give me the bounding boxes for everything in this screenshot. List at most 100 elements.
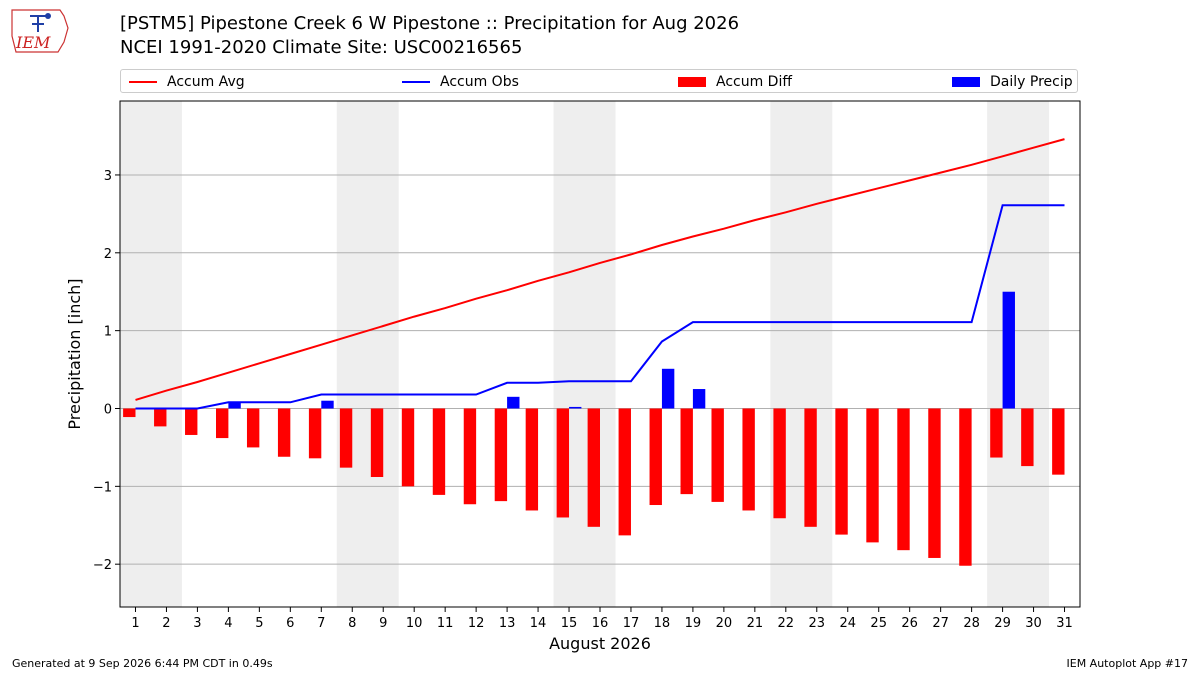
daily-precip-bar <box>692 389 706 409</box>
x-tick-label: 16 <box>592 616 609 631</box>
x-tick-label: 5 <box>255 616 263 631</box>
plot-frame <box>119 100 1081 608</box>
x-tick-label: 15 <box>561 616 578 631</box>
accum-diff-bar <box>711 408 724 502</box>
accum-diff-bar <box>649 408 662 506</box>
legend-swatch-accum-obs <box>402 81 430 83</box>
accum-obs-line <box>135 204 1065 410</box>
y-tick-label: 1 <box>104 325 112 340</box>
x-tick-label: 11 <box>437 616 454 631</box>
x-tick-label: 26 <box>901 616 918 631</box>
x-tick-label: 4 <box>224 616 232 631</box>
x-tick-label: 22 <box>778 616 795 631</box>
legend-label-accum-obs: Accum Obs <box>440 74 519 90</box>
legend-label-accum-diff: Accum Diff <box>716 74 793 90</box>
y-tick-label: 2 <box>104 247 112 262</box>
x-tick-label: 10 <box>406 616 423 631</box>
accum-diff-bar <box>990 408 1003 458</box>
accum-diff-bar <box>123 408 136 418</box>
legend-swatch-accum-avg <box>129 81 157 83</box>
iem-logo: IEM <box>11 9 69 53</box>
accum-diff-bar <box>742 408 755 511</box>
x-tick-label: 14 <box>530 616 547 631</box>
accum-diff-bar <box>277 408 291 457</box>
x-tick-label: 25 <box>870 616 887 631</box>
daily-precip-bar <box>661 368 675 409</box>
accum-diff-bar <box>463 408 477 505</box>
chart-subtitle: NCEI 1991-2020 Climate Site: USC00216565 <box>120 37 523 58</box>
y-axis-label: Precipitation [inch] <box>65 278 84 429</box>
weekend-shade <box>987 101 1050 607</box>
accum-diff-bar <box>246 408 260 448</box>
x-tick-label: 31 <box>1056 616 1073 631</box>
x-tick-label: 27 <box>932 616 949 631</box>
x-tick-label: 13 <box>499 616 516 631</box>
x-tick-label: 20 <box>716 616 733 631</box>
legend-item-accum-avg: Accum Avg <box>129 73 245 91</box>
x-tick-label: 19 <box>685 616 702 631</box>
x-tick-label: 1 <box>131 616 139 631</box>
y-tick-label: −1 <box>93 480 112 495</box>
x-axis-label: August 2026 <box>549 634 651 653</box>
accum-diff-bar <box>866 408 879 543</box>
y-tick-label: −2 <box>93 558 112 573</box>
accum-diff-bar <box>587 408 600 527</box>
legend-item-accum-obs: Accum Obs <box>402 73 519 91</box>
x-tick-label: 2 <box>162 616 170 631</box>
x-tick-label: 28 <box>963 616 980 631</box>
accum-diff-bar <box>835 408 848 535</box>
daily-precip-bar <box>507 396 520 409</box>
accum-diff-bar <box>370 408 384 477</box>
accum-diff-bar <box>339 408 353 468</box>
legend-item-daily-precip: Daily Precip <box>952 73 1073 91</box>
x-tick-label: 17 <box>623 616 640 631</box>
accum-diff-bar <box>308 408 322 459</box>
x-tick-label: 12 <box>468 616 485 631</box>
accum-diff-bar <box>401 408 415 487</box>
legend-swatch-daily-precip <box>952 77 980 87</box>
accum-diff-bar <box>897 408 910 551</box>
accum-diff-bar <box>680 408 693 495</box>
x-tick-label: 23 <box>809 616 826 631</box>
accum-diff-bar <box>216 408 229 439</box>
legend-swatch-accum-diff <box>678 77 706 87</box>
daily-precip-bar <box>321 400 334 409</box>
daily-precip-bar <box>1002 291 1015 409</box>
accum-diff-bar <box>494 408 508 502</box>
y-tick-label: 3 <box>104 169 112 184</box>
weekend-shade <box>553 101 616 607</box>
accum-diff-bar <box>185 408 198 435</box>
chart-title: [PSTM5] Pipestone Creek 6 W Pipestone ::… <box>120 13 740 34</box>
x-tick-label: 18 <box>654 616 671 631</box>
x-tick-label: 8 <box>348 616 356 631</box>
accum-diff-bar <box>1052 408 1065 475</box>
x-tick-label: 29 <box>994 616 1011 631</box>
accum-avg-line <box>135 138 1065 401</box>
x-tick-label: 24 <box>839 616 856 631</box>
weekend-shade <box>336 101 399 607</box>
accum-diff-bar <box>959 408 972 566</box>
accum-diff-bar <box>1021 408 1034 467</box>
logo-text: IEM <box>15 33 51 52</box>
weekend-shade <box>770 101 833 607</box>
legend-label-daily-precip: Daily Precip <box>990 74 1073 90</box>
accum-diff-bar <box>556 408 570 518</box>
accum-diff-bar <box>804 408 817 527</box>
accum-diff-bar <box>154 408 167 427</box>
daily-precip-bar <box>569 406 582 409</box>
generated-timestamp: Generated at 9 Sep 2026 6:44 PM CDT in 0… <box>12 657 273 670</box>
app-label: IEM Autoplot App #17 <box>1066 657 1189 670</box>
x-tick-label: 7 <box>317 616 325 631</box>
legend-item-accum-diff: Accum Diff <box>678 73 792 91</box>
daily-precip-bar <box>228 402 241 409</box>
accum-diff-bar <box>618 408 631 536</box>
y-tick-label: 0 <box>104 402 112 417</box>
x-tick-label: 30 <box>1025 616 1042 631</box>
x-tick-label: 3 <box>193 616 201 631</box>
accum-diff-bar <box>432 408 446 495</box>
accum-diff-bar <box>773 408 786 519</box>
legend-label-accum-avg: Accum Avg <box>167 74 245 90</box>
x-tick-label: 21 <box>747 616 764 631</box>
accum-diff-bar <box>928 408 941 558</box>
